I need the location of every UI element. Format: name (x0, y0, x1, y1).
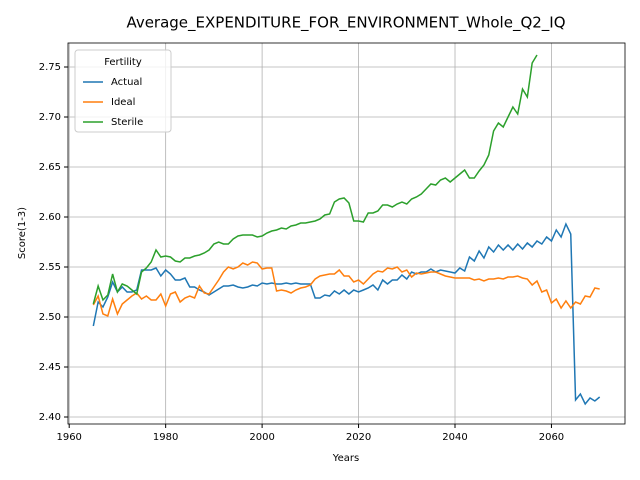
y-tick-label: 2.45 (39, 362, 61, 373)
series-line (92, 261, 600, 318)
legend-title: Fertility (104, 57, 142, 68)
x-tick-label: 2000 (249, 432, 274, 443)
legend-label: Sterile (111, 117, 143, 128)
y-tick-label: 2.50 (39, 312, 61, 323)
x-tick-label: 2020 (346, 432, 371, 443)
series-line (92, 54, 538, 305)
y-tick-label: 2.75 (39, 62, 61, 73)
legend-box (74, 49, 172, 133)
x-tick-label: 2060 (539, 432, 564, 443)
chart-title: Average_EXPENDITURE_FOR_ENVIRONMENT_Whol… (126, 14, 565, 33)
y-tick-label: 2.40 (39, 412, 61, 423)
x-tick-label: 1960 (56, 432, 81, 443)
y-tick-label: 2.60 (39, 212, 61, 223)
x-tick-label: 1980 (153, 432, 178, 443)
y-tick-label: 2.55 (39, 262, 61, 273)
legend-label: Ideal (111, 97, 135, 108)
x-tick-label: 2040 (442, 432, 467, 443)
plot-frame (67, 42, 626, 425)
y-tick-label: 2.65 (39, 162, 61, 173)
y-tick-label: 2.70 (39, 112, 61, 123)
legend-label: Actual (111, 77, 142, 88)
y-axis-label: Score(1-3) (17, 207, 28, 259)
series-line (92, 222, 601, 406)
x-axis-label: Years (332, 453, 359, 464)
